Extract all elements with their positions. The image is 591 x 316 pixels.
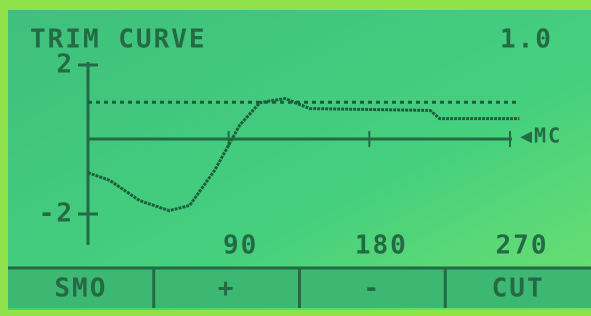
softkey[interactable]: - (364, 274, 382, 304)
page: TRIM CURVE 1.0 ◀MC -2290180270SMO+-CUT (… (0, 0, 591, 316)
x-tick-label: 90 (223, 231, 258, 261)
x-tick-label: 270 (496, 231, 549, 261)
pointer-label: ◀MC (520, 124, 562, 148)
y-tick-label: -2 (39, 199, 74, 229)
softkey[interactable]: CUT (492, 274, 545, 304)
screen-background (8, 10, 591, 310)
softkey[interactable]: + (218, 274, 236, 304)
lcd-screen: TRIM CURVE 1.0 ◀MC -2290180270SMO+-CUT (0, 0, 591, 316)
x-tick-label: 180 (355, 231, 408, 261)
softkey[interactable]: SMO (54, 274, 107, 304)
y-tick-label: 2 (56, 50, 74, 80)
header-value: 1.0 (500, 25, 553, 55)
